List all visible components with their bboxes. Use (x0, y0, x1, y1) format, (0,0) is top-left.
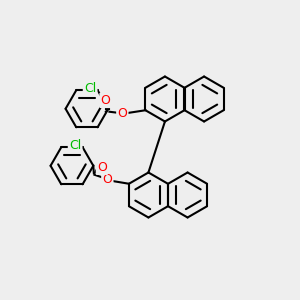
Text: O: O (97, 161, 107, 174)
Text: O: O (102, 173, 112, 186)
Text: O: O (100, 94, 110, 107)
Text: Cl: Cl (84, 82, 96, 95)
Text: O: O (117, 107, 127, 120)
Text: Cl: Cl (69, 139, 81, 152)
